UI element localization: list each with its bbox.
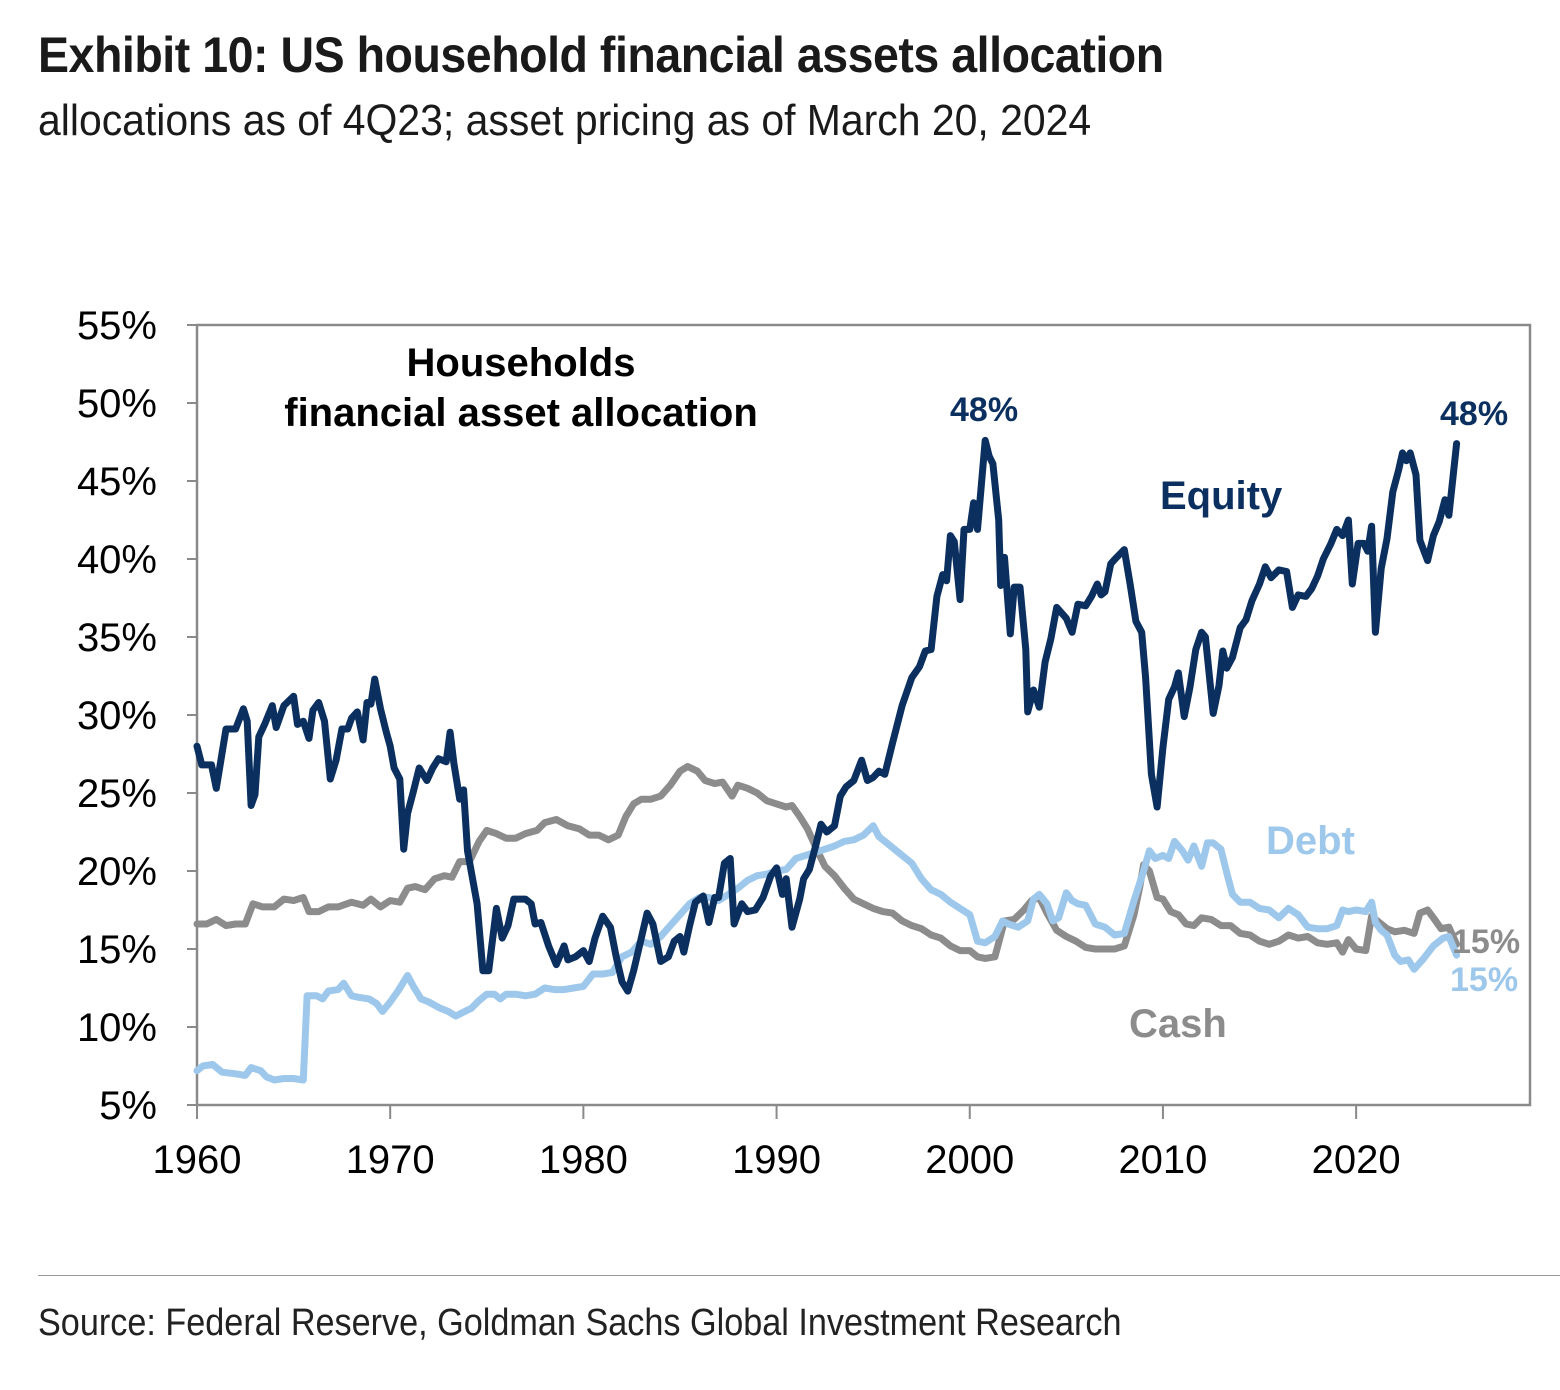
page-title: Exhibit 10: US household financial asset… <box>38 27 1164 83</box>
series-line-equity <box>193 436 1461 995</box>
chart-title-line: Households <box>407 341 636 385</box>
x-tick-label: 2010 <box>1118 1138 1207 1182</box>
footer-divider <box>38 1275 1560 1276</box>
chart-title-line: financial asset allocation <box>284 391 758 435</box>
page-subtitle: allocations as of 4Q23; asset pricing as… <box>38 96 1092 145</box>
series-layer <box>193 436 1461 1084</box>
y-tick-label: 15% <box>77 928 157 972</box>
x-tick-label: 1980 <box>539 1138 628 1182</box>
debt-series-label: Debt <box>1266 819 1355 863</box>
y-axis: 5% 10% 15% 20% 25% 30% 35% 40% 45% 50% 55% <box>77 304 197 1128</box>
chart-inner-title: Households financial asset allocation <box>284 341 758 435</box>
x-tick-label: 1970 <box>346 1138 435 1182</box>
y-tick-label: 35% <box>77 616 157 660</box>
cash-latest-label: 15% <box>1452 923 1520 961</box>
y-tick-label: 55% <box>77 304 157 348</box>
equity-peak-2000-label: 48% <box>950 391 1018 429</box>
debt-latest-label: 15% <box>1450 961 1518 999</box>
y-tick-label: 20% <box>77 850 157 894</box>
x-tick-label: 2000 <box>925 1138 1014 1182</box>
y-tick-label: 50% <box>77 382 157 426</box>
y-tick-label: 10% <box>77 1006 157 1050</box>
x-tick-label: 2020 <box>1312 1138 1401 1182</box>
y-tick-label: 25% <box>77 772 157 816</box>
x-tick-label: 1960 <box>153 1138 242 1182</box>
equity-series-label: Equity <box>1160 474 1283 518</box>
equity-latest-label: 48% <box>1440 395 1508 433</box>
y-tick-label: 40% <box>77 538 157 582</box>
series-line-debt <box>193 822 1461 1084</box>
source-note: Source: Federal Reserve, Goldman Sachs G… <box>38 1302 1122 1344</box>
cash-series-label: Cash <box>1129 1002 1227 1046</box>
series-line-cash <box>193 763 1461 962</box>
allocation-line-chart: 5% 10% 15% 20% 25% 30% 35% 40% 45% 50% 55% 1960 197… <box>77 304 1532 1182</box>
y-tick-label: 30% <box>77 694 157 738</box>
x-tick-label: 1990 <box>732 1138 821 1182</box>
y-tick-label: 45% <box>77 460 157 504</box>
x-axis: 1960 1970 1980 1990 2000 2010 2020 <box>153 1105 1401 1182</box>
y-tick-label: 5% <box>99 1084 157 1128</box>
